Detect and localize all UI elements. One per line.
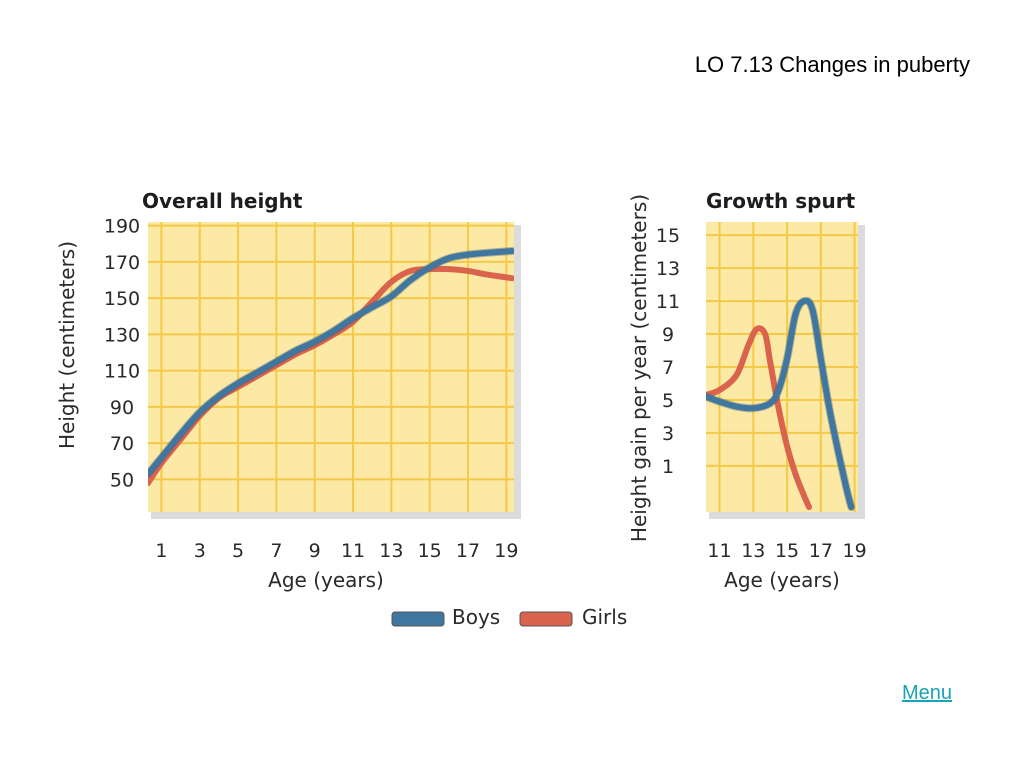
x-tick-label: 15	[418, 540, 442, 562]
x-tick-label: 19	[494, 540, 518, 562]
x-tick-label: 11	[707, 540, 731, 562]
y-tick-label: 110	[104, 361, 140, 383]
x-tick-label: 5	[232, 540, 244, 562]
grid	[706, 222, 858, 512]
legend-label-girls: Girls	[582, 605, 627, 629]
grid	[148, 222, 514, 512]
y-axis-label-growth-spurt: Height gain per year (centimeters)	[627, 194, 651, 542]
y-axis-label-overall-height: Height (centimeters)	[55, 241, 79, 449]
y-tick-label: 190	[104, 216, 140, 238]
y-tick-label: 11	[656, 291, 680, 313]
x-tick-label: 19	[843, 540, 867, 562]
y-tick-label: 5	[662, 390, 674, 412]
series-line-boys	[706, 297, 855, 511]
legend-label-boys: Boys	[452, 605, 500, 629]
y-tick-label: 90	[110, 397, 134, 419]
x-tick-label: 17	[809, 540, 833, 562]
legend: Boys Girls	[391, 605, 627, 629]
y-tick-label: 15	[656, 225, 680, 247]
x-tick-label: 9	[309, 540, 321, 562]
x-tick-label: 7	[270, 540, 282, 562]
y-tick-label: 150	[104, 288, 140, 310]
x-tick-label: 17	[456, 540, 480, 562]
x-tick-label: 13	[379, 540, 403, 562]
y-tick-label: 9	[662, 324, 674, 346]
x-axis-label-overall-height: Age (years)	[268, 568, 384, 592]
chart-title-growth-spurt: Growth spurt	[706, 189, 856, 213]
x-tick-label: 13	[741, 540, 765, 562]
y-tick-label: 3	[662, 423, 674, 445]
y-tick-label: 70	[110, 433, 134, 455]
series-group	[706, 296, 856, 512]
x-tick-label: 15	[775, 540, 799, 562]
series-line-girls	[706, 325, 813, 511]
x-axis-label-growth-spurt: Age (years)	[724, 568, 840, 592]
y-tick-label: 130	[104, 324, 140, 346]
y-tick-label: 50	[110, 469, 134, 491]
plot-area	[148, 222, 514, 512]
series-group	[148, 247, 514, 486]
y-tick-label: 13	[656, 258, 680, 280]
menu-link[interactable]: Menu	[902, 682, 953, 704]
y-tick-label: 170	[104, 252, 140, 274]
chart-title-overall-height: Overall height	[142, 189, 303, 213]
x-tick-label: 3	[194, 540, 206, 562]
x-tick-label: 1	[155, 540, 167, 562]
x-tick-label: 11	[341, 540, 365, 562]
slide-title: LO 7.13 Changes in puberty	[694, 52, 970, 77]
y-tick-label: 1	[662, 456, 674, 478]
y-tick-label: 7	[662, 357, 674, 379]
series-line-boys	[148, 248, 514, 477]
legend-swatch-girls	[519, 611, 573, 627]
legend-swatch-boys	[391, 611, 445, 627]
